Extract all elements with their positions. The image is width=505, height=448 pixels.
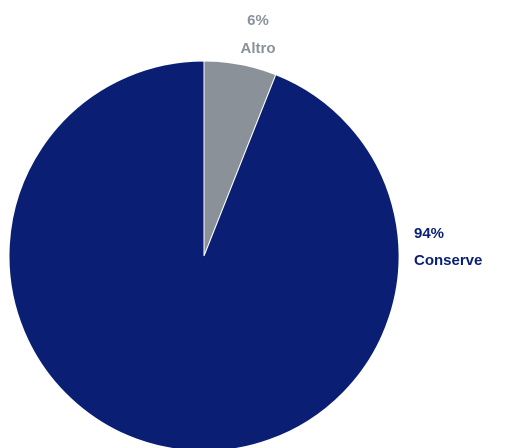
slice-label-altro-name: Altro	[241, 40, 276, 57]
slice-label-conserve-value: 94%	[414, 225, 444, 242]
pie-slices	[8, 60, 400, 448]
slice-label-altro-value: 6%	[247, 12, 269, 29]
pie-slice-conserve	[8, 60, 400, 448]
slice-label-conserve-name: Conserve	[414, 252, 482, 269]
